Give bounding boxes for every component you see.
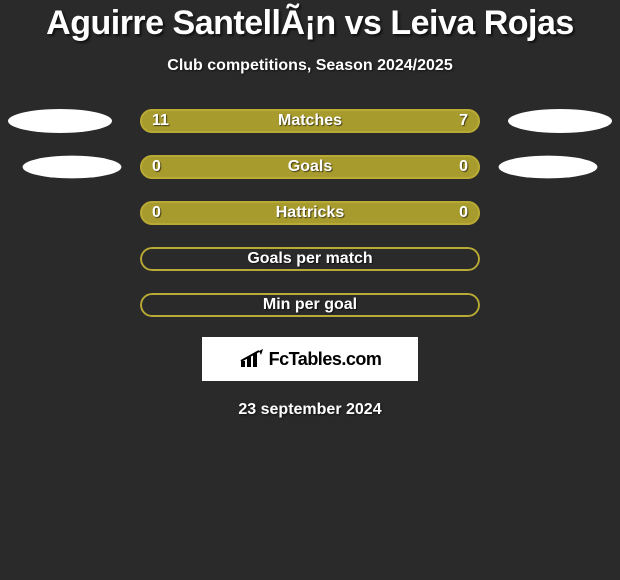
logo-text: FcTables.com <box>269 349 382 370</box>
stat-bar: Hattricks0 0 <box>140 201 480 225</box>
stat-value-right: 0 <box>459 158 468 176</box>
stat-label: Goals <box>140 158 480 176</box>
player-shadow-left <box>8 109 112 133</box>
stat-value-left: 0 <box>152 204 161 222</box>
stat-value-left: 11 <box>152 112 169 130</box>
comparison-widget: Aguirre SantellÃ¡n vs Leiva Rojas Club c… <box>0 0 620 419</box>
page-title: Aguirre SantellÃ¡n vs Leiva Rojas <box>46 4 574 43</box>
player-shadow-right <box>499 156 598 179</box>
stat-label: Matches <box>140 112 480 130</box>
stat-row: Matches11 7 <box>0 109 620 133</box>
date-label: 23 september 2024 <box>238 401 381 419</box>
chart-icon <box>239 349 265 369</box>
stat-bar: Matches11 7 <box>140 109 480 133</box>
stat-bar: Goals0 0 <box>140 155 480 179</box>
stat-bar: Min per goal <box>140 293 480 317</box>
stat-label: Goals per match <box>140 250 480 268</box>
stat-row: Goals per match <box>0 247 620 271</box>
stat-value-right: 0 <box>459 204 468 222</box>
stat-value-left: 0 <box>152 158 161 176</box>
stat-bar: Goals per match <box>140 247 480 271</box>
stat-value-right: 7 <box>459 112 468 130</box>
player-shadow-right <box>508 109 612 133</box>
stat-row: Hattricks0 0 <box>0 201 620 225</box>
logo-box[interactable]: FcTables.com <box>202 337 418 381</box>
stat-label: Min per goal <box>140 296 480 314</box>
subtitle: Club competitions, Season 2024/2025 <box>167 57 452 75</box>
stat-row: Goals0 0 <box>0 155 620 179</box>
stat-rows: Matches117Goals00Hattricks00Goals per ma… <box>0 109 620 317</box>
fctables-logo: FcTables.com <box>239 349 382 370</box>
stat-label: Hattricks <box>140 204 480 222</box>
stat-row: Min per goal <box>0 293 620 317</box>
player-shadow-left <box>23 156 122 179</box>
